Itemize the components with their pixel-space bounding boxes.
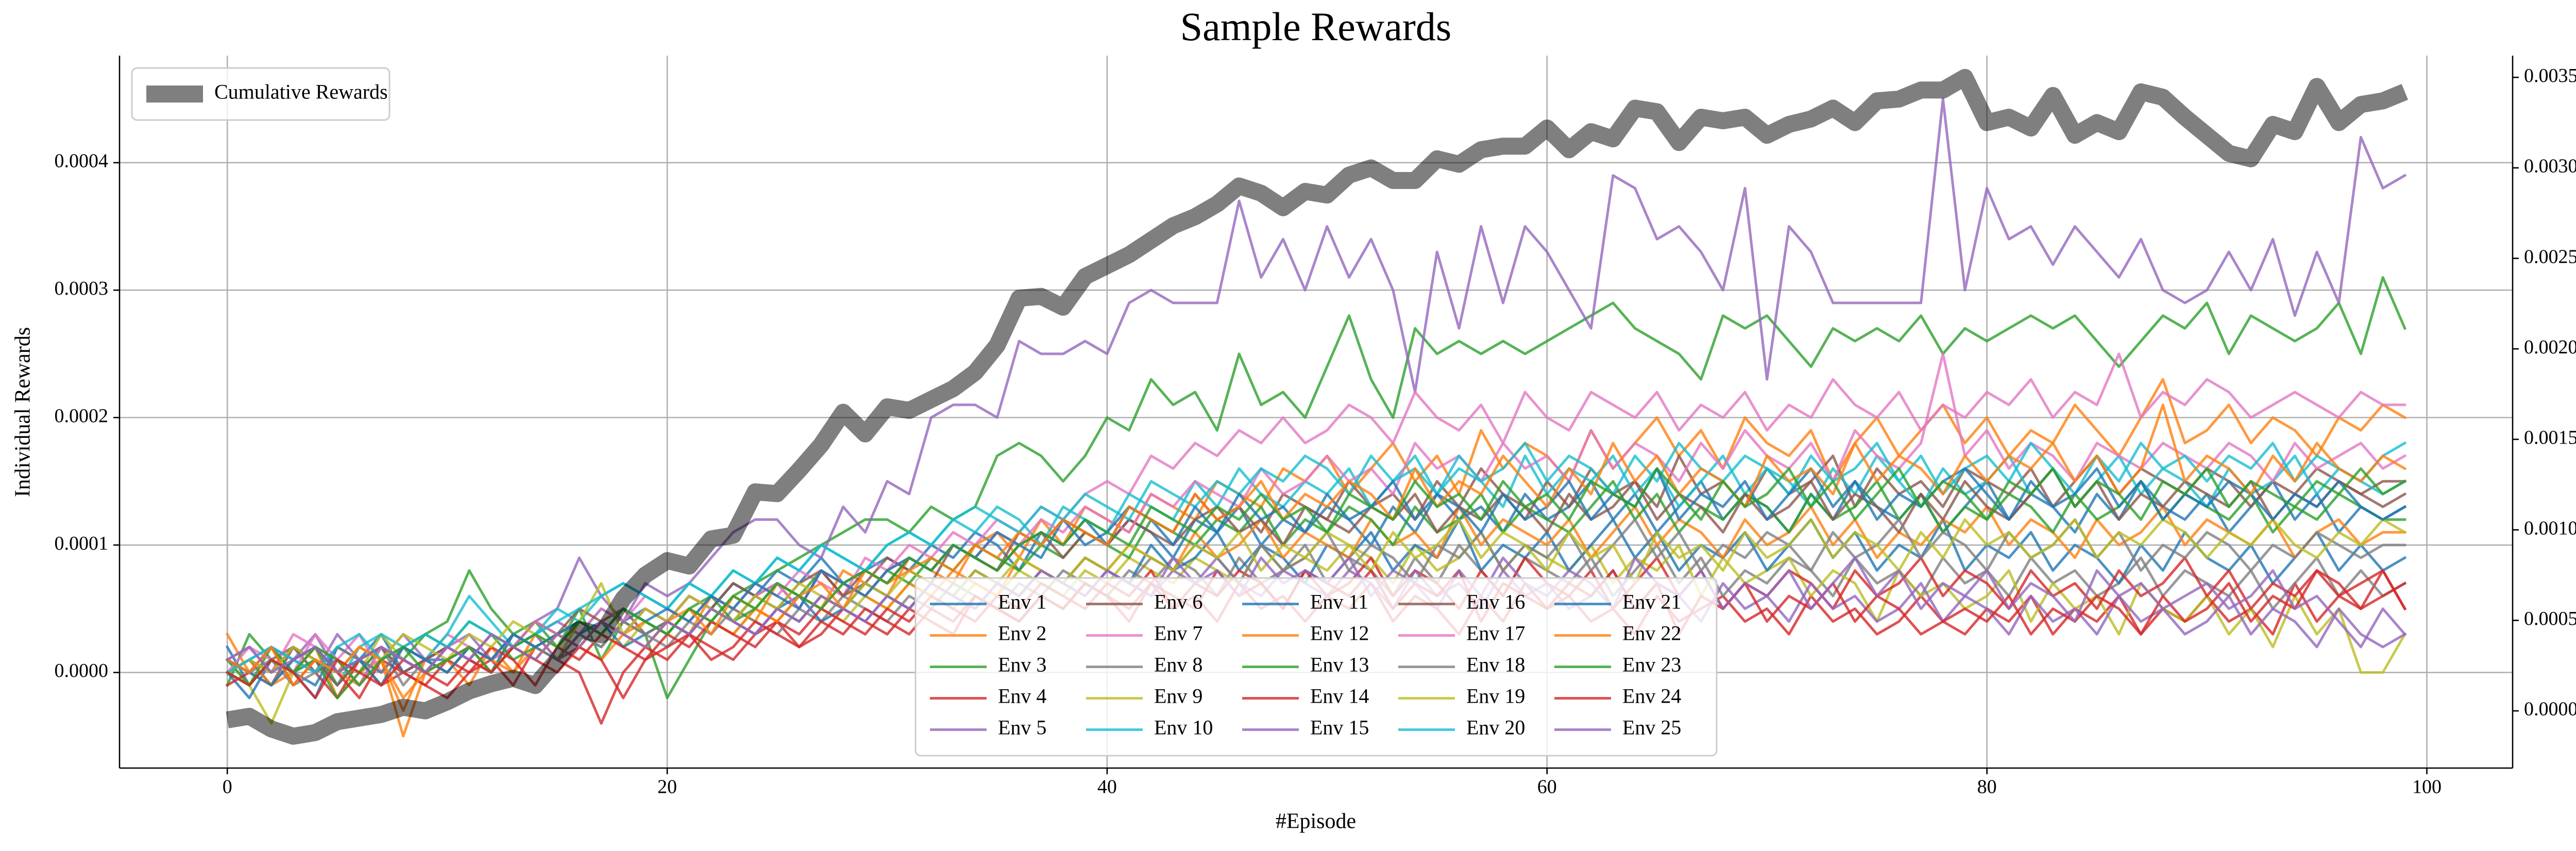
legend-label: Env 20: [1466, 716, 1525, 739]
legend-label: Env 17: [1466, 622, 1525, 645]
y-axis-label: Individual Rewards: [11, 327, 35, 497]
x-tick-label: 20: [657, 776, 677, 798]
x-tick-label: 100: [2412, 776, 2442, 798]
y2-tick-label: 0.0010: [2524, 517, 2576, 539]
legend-label: Env 19: [1466, 685, 1525, 708]
legend-y2: Cumulative Rewards: [131, 67, 391, 121]
legend-label: Env 4: [998, 685, 1046, 708]
y2-tick-label: 0.0005: [2524, 608, 2576, 629]
legend-label: Env 9: [1154, 685, 1202, 708]
series-line: [225, 97, 2407, 674]
y2-tick-label: 0.0030: [2524, 156, 2576, 177]
y2-tick-label: 0.0000: [2524, 699, 2576, 720]
y-tick-label: 0.0000: [55, 660, 109, 682]
chart-title: Sample Rewards: [1180, 4, 1451, 49]
x-tick-label: 0: [223, 776, 232, 798]
y-tick-label: 0.0002: [55, 405, 109, 427]
legend-label: Env 1: [998, 590, 1046, 614]
series-line: [225, 352, 2406, 674]
legend-label: Env 16: [1466, 590, 1525, 614]
legend-box: [914, 577, 1718, 757]
legend-label: Env 18: [1466, 653, 1525, 676]
legend-label: Env 2: [998, 622, 1046, 645]
y-tick-label: 0.0001: [55, 533, 109, 554]
x-axis-label: #Episode: [1276, 810, 1356, 833]
legend-label: Env 13: [1310, 653, 1369, 676]
x-tick-label: 80: [1977, 776, 1997, 798]
legend-label: Env 3: [998, 653, 1046, 676]
legend-label: Env 6: [1154, 590, 1202, 614]
legend-label: Env 5: [998, 716, 1046, 739]
axes: 0 20 40 60 80 100 0.0000 0.0001 0.0002 0.0003 0.00…: [55, 56, 2576, 798]
legend-label: Env 24: [1622, 685, 1681, 708]
legend-label: Env 10: [1154, 716, 1213, 739]
x-tick-label: 60: [1537, 776, 1557, 798]
legend-label: Env 22: [1622, 622, 1681, 645]
y2-tick-label: 0.0020: [2524, 336, 2576, 358]
y-tick-label: 0.0004: [55, 150, 109, 172]
legend-label: Env 15: [1310, 716, 1369, 739]
legend-label: Env 23: [1622, 653, 1681, 676]
legend-label: Cumulative Rewards: [214, 80, 388, 104]
cumulative-line: [226, 69, 2409, 745]
legend-label: Env 12: [1310, 622, 1369, 645]
x-tick-label: 40: [1097, 776, 1117, 798]
legend-label: Env 21: [1622, 590, 1681, 614]
legend-box: [131, 67, 391, 121]
y2-tick-label: 0.0025: [2524, 246, 2576, 267]
legend-label: Env 14: [1310, 685, 1369, 708]
legend-label: Env 11: [1310, 590, 1368, 614]
legend-label: Env 8: [1154, 653, 1202, 676]
legend: Env 1 Env 2 Env 3 Env 4 Env 5 Env 6 Env 7 Env 8…: [914, 577, 1718, 757]
y2-tick-label: 0.0015: [2524, 427, 2576, 449]
legend-label: Env 7: [1154, 622, 1202, 645]
y-tick-label: 0.0003: [55, 278, 109, 299]
legend-label: Env 25: [1622, 716, 1681, 739]
y2-tick-label: 0.0035: [2524, 65, 2576, 87]
